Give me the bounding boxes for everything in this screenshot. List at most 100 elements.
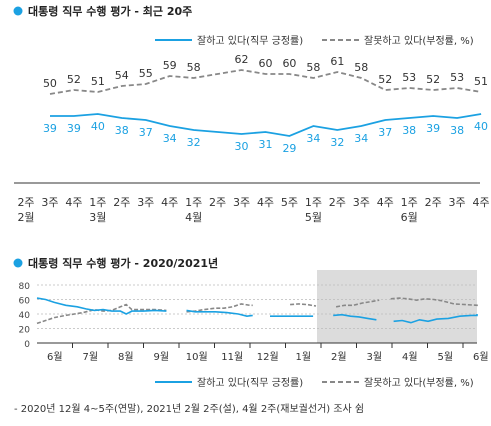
chart1-disapprove-value: 62 xyxy=(235,53,249,66)
chart1-disapprove-value: 52 xyxy=(378,73,392,86)
chart1-disapprove-value: 58 xyxy=(187,61,201,74)
chart1-disapprove-value: 51 xyxy=(474,75,488,88)
chart1-approve-value: 34 xyxy=(163,132,177,145)
chart2-x-month-label: 11월 xyxy=(221,351,243,363)
chart1-x-week-label: 2주 xyxy=(329,196,346,209)
chart1-disapprove-value: 54 xyxy=(115,69,129,82)
chart1-disapprove-value: 59 xyxy=(163,59,177,72)
chart2-x-month-label: 7월 xyxy=(82,351,98,363)
chart1-approve-value: 39 xyxy=(67,122,81,135)
chart1-x-month-label: 4월 xyxy=(185,211,202,224)
chart2-y-tick-label: 40 xyxy=(19,311,31,321)
title-bullet-icon xyxy=(13,258,23,268)
chart1-disapprove-value: 52 xyxy=(426,73,440,86)
chart1-x-week-label: 2주 xyxy=(209,196,226,209)
chart2-approve-line xyxy=(36,297,167,315)
chart1-disapprove-value: 60 xyxy=(282,57,296,70)
chart1-approve-value: 39 xyxy=(43,122,57,135)
chart1-approve-value: 38 xyxy=(115,124,129,137)
chart1-approve-value: 38 xyxy=(450,124,464,137)
chart2-x-month-label: 8월 xyxy=(118,351,134,363)
chart1-x-month-label: 6월 xyxy=(401,211,418,224)
chart2-x-month-label: 6월 xyxy=(47,351,63,363)
chart1-disapprove-value: 60 xyxy=(259,57,273,70)
chart1-disapprove-value: 58 xyxy=(354,61,368,74)
chart1-x-week-label: 3주 xyxy=(41,196,58,209)
chart2-y-tick-label: 0 xyxy=(24,340,30,350)
chart2-x-month-label: 1월 xyxy=(295,351,311,363)
chart2-title: 대통령 직무 수행 평가 - 2020/2021년 xyxy=(28,256,218,270)
chart1-x-week-label: 2주 xyxy=(113,196,130,209)
legend2-disapprove-label: 잘못하고 있다(부정률, %) xyxy=(364,376,474,389)
chart1-disapprove-line xyxy=(49,69,482,95)
legend1-approve-label: 잘하고 있다(직무 긍정률) xyxy=(197,34,303,47)
chart1-approve-value: 39 xyxy=(426,122,440,135)
chart1-approve-value: 40 xyxy=(91,120,105,133)
chart2-y-tick-label: 80 xyxy=(19,282,31,292)
chart2-x-month-label: 5월 xyxy=(437,351,453,363)
chart1-disapprove-value: 53 xyxy=(402,71,416,84)
chart1-approve-value: 38 xyxy=(402,124,416,137)
chart1-approve-value: 40 xyxy=(474,120,488,133)
chart1-x-week-label: 1주 xyxy=(401,196,418,209)
chart2-x-month-label: 12월 xyxy=(257,351,279,363)
chart1-x-week-label: 2주 xyxy=(425,196,442,209)
chart2-x-month-label: 10월 xyxy=(186,351,208,363)
chart1-approve-value: 37 xyxy=(139,126,153,139)
chart1-approve-value: 37 xyxy=(378,126,392,139)
chart1-approve-value: 30 xyxy=(235,140,249,153)
chart2-approve-line xyxy=(333,313,377,321)
chart1-x-week-label: 2주 xyxy=(17,196,34,209)
chart1-x-week-label: 4주 xyxy=(257,196,274,209)
chart1-approve-value: 31 xyxy=(259,138,273,151)
chart2-x-month-label: 9월 xyxy=(153,351,169,363)
chart1-disapprove-value: 55 xyxy=(139,67,153,80)
chart2-x-month-label: 3월 xyxy=(366,351,382,363)
chart1-approve-line xyxy=(50,113,482,137)
chart1-approve-value: 29 xyxy=(282,142,296,155)
chart1-approve-value: 34 xyxy=(354,132,368,145)
chart1-disapprove-value: 52 xyxy=(67,73,81,86)
legend2-approve-label: 잘하고 있다(직무 긍정률) xyxy=(197,376,303,389)
chart2-disapprove-line xyxy=(390,297,478,307)
chart1-x-week-label: 3주 xyxy=(137,196,154,209)
chart2-x-month-label: 2월 xyxy=(331,351,347,363)
chart1-x-month-label: 5월 xyxy=(305,211,322,224)
chart1-x-month-label: 3월 xyxy=(89,211,106,224)
chart1-disapprove-value: 61 xyxy=(330,55,344,68)
chart2-approve-line xyxy=(186,309,253,318)
chart2-disapprove-line xyxy=(36,303,167,325)
chart1-disapprove-value: 50 xyxy=(43,77,57,90)
chart2-disapprove-line xyxy=(335,299,380,308)
chart1-title: 대통령 직무 수행 평가 - 최근 20주 xyxy=(28,4,192,18)
chart1-x-week-label: 1주 xyxy=(89,196,106,209)
footnote: - 2020년 12월 4~5주(연말), 2021년 2월 2주(설), 4월… xyxy=(14,404,365,415)
chart1-disapprove-value: 58 xyxy=(306,61,320,74)
chart1-x-week-label: 5주 xyxy=(281,196,298,209)
chart2-y-tick-label: 20 xyxy=(19,326,31,336)
chart1-x-week-label: 4주 xyxy=(472,196,489,209)
chart1-approve-value: 32 xyxy=(187,136,201,149)
chart1-x-week-label: 4주 xyxy=(377,196,394,209)
chart1-disapprove-value: 53 xyxy=(450,71,464,84)
chart1-x-week-label: 3주 xyxy=(449,196,466,209)
title-bullet-icon xyxy=(13,6,23,16)
chart2-x-month-label: 6월 xyxy=(473,351,489,363)
chart1-x-week-label: 4주 xyxy=(65,196,82,209)
chart2-disapprove-line xyxy=(290,303,317,307)
chart1-x-week-label: 3주 xyxy=(353,196,370,209)
chart1-x-week-label: 3주 xyxy=(233,196,250,209)
chart1-approve-value: 34 xyxy=(306,132,320,145)
chart1-x-month-label: 2월 xyxy=(17,211,34,224)
legend1-disapprove-label: 잘못하고 있다(부정률, %) xyxy=(364,34,474,47)
chart2-x-month-label: 4월 xyxy=(402,351,418,363)
chart1-approve-value: 32 xyxy=(330,136,344,149)
chart1-x-week-label: 1주 xyxy=(305,196,322,209)
chart1-x-week-label: 4주 xyxy=(161,196,178,209)
chart1-disapprove-value: 51 xyxy=(91,75,105,88)
chart2-disapprove-line xyxy=(186,303,253,313)
chart2-y-tick-label: 60 xyxy=(19,297,31,307)
chart2-shaded-period xyxy=(317,270,477,343)
chart2-approve-line xyxy=(393,314,478,324)
